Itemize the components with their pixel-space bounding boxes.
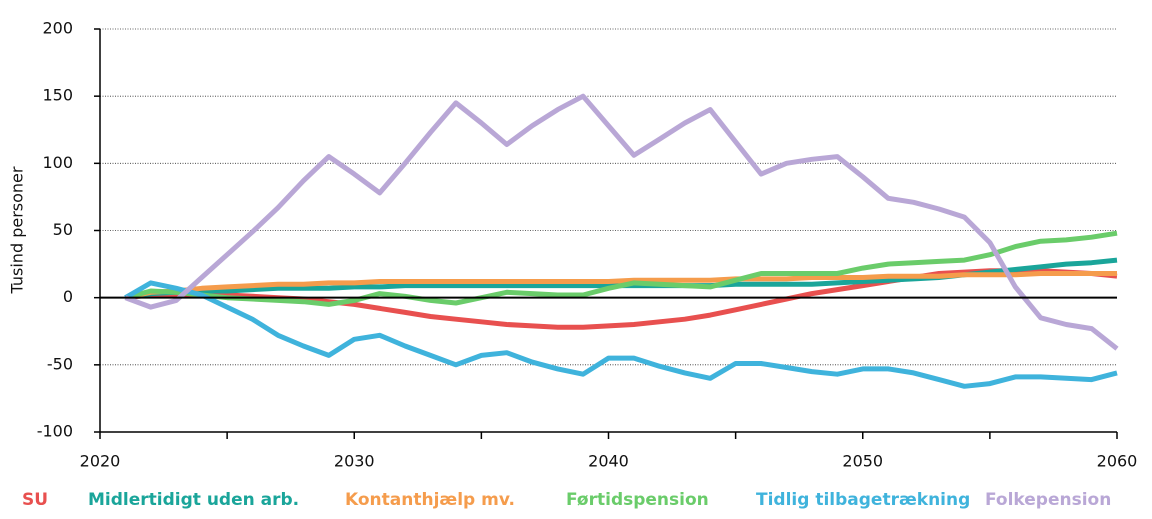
- series-line: [124, 280, 1118, 389]
- y-tick-label: -50: [47, 354, 73, 373]
- y-tick-label: -100: [37, 422, 73, 441]
- legend-entry: Førtidspension: [566, 490, 709, 510]
- legend-entry: Tidlig tilbagetrækning: [756, 490, 970, 510]
- y-tick-label: 200: [42, 19, 73, 38]
- y-tick-label: 0: [63, 287, 73, 306]
- legend-entry: Midlertidigt uden arb.: [88, 490, 299, 510]
- x-tick-label: 2060: [1097, 452, 1138, 471]
- y-tick-label: 100: [42, 153, 73, 172]
- x-tick-label: 2020: [80, 452, 121, 471]
- legend-entry: Kontanthjælp mv.: [345, 490, 515, 510]
- legend-entry: SU: [22, 490, 48, 510]
- x-tick-label: 2030: [334, 452, 375, 471]
- y-axis-label: Tusind personer: [8, 166, 27, 294]
- series-line: [124, 93, 1119, 351]
- legend-entry: Folkepension: [985, 490, 1111, 510]
- x-tick-label: 2050: [842, 452, 883, 471]
- x-tick-label: 2040: [588, 452, 629, 471]
- y-tick-label: 150: [42, 86, 73, 105]
- series-line: [124, 230, 1118, 307]
- y-tick-label: 50: [53, 220, 73, 239]
- series-line: [124, 271, 1117, 301]
